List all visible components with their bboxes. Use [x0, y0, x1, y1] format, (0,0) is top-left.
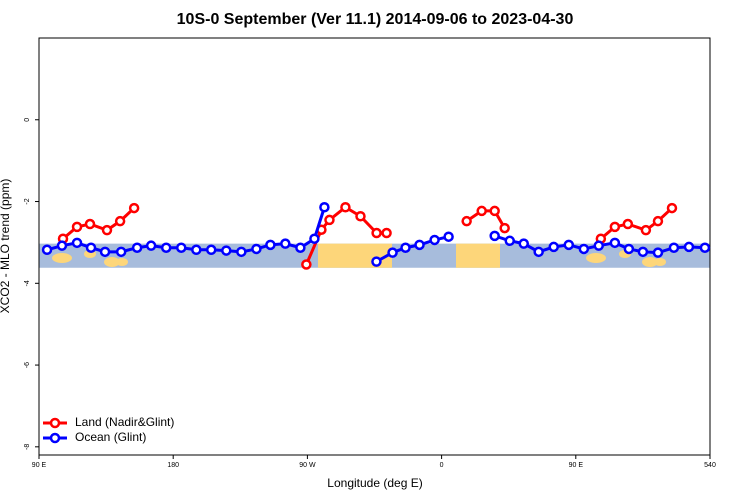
x-tick-label: 180	[167, 462, 179, 469]
x-tick-label: 90 W	[299, 462, 316, 469]
x-axis-label: Longitude (deg E)	[327, 476, 422, 490]
point	[319, 202, 330, 213]
point	[251, 243, 262, 255]
point	[371, 256, 382, 267]
x-tick-label: 90 E	[32, 462, 47, 469]
point	[309, 233, 320, 244]
map-land	[586, 253, 606, 263]
map-land	[654, 258, 666, 266]
point	[56, 240, 68, 251]
point	[489, 230, 500, 242]
map-land	[116, 258, 128, 266]
point	[666, 202, 678, 214]
x-tick-label: 90 E	[569, 462, 584, 469]
y-axis-label: XCO2 - MLO trend (ppm)	[0, 179, 12, 314]
y-tick-label: -4	[24, 280, 31, 286]
point	[609, 221, 621, 233]
map-land	[104, 257, 120, 267]
point	[609, 237, 621, 249]
x-tick-label: 0	[440, 462, 444, 469]
point	[265, 239, 276, 251]
legend-label: Land (Nadir&Glint)	[75, 415, 174, 429]
y-tick-label: -6	[24, 362, 31, 368]
point	[85, 242, 97, 253]
map-land	[456, 243, 500, 268]
point	[101, 224, 113, 236]
point	[324, 214, 335, 226]
point	[176, 242, 187, 253]
point	[131, 242, 143, 253]
point	[400, 242, 411, 253]
point	[280, 238, 291, 249]
point	[593, 240, 605, 251]
point	[355, 210, 366, 222]
point	[115, 246, 127, 258]
point	[221, 245, 232, 256]
point	[563, 239, 575, 251]
point	[623, 243, 635, 255]
point	[443, 231, 454, 242]
point	[461, 215, 472, 227]
point	[699, 242, 711, 253]
point	[533, 246, 544, 258]
point	[145, 240, 157, 251]
point	[387, 247, 398, 258]
point	[236, 246, 247, 258]
point	[191, 244, 202, 256]
legend-label: Ocean (Glint)	[75, 430, 146, 444]
point	[84, 218, 96, 230]
point	[476, 205, 487, 217]
x-tick-label: 540	[704, 462, 716, 469]
point	[371, 227, 382, 239]
legend-marker	[49, 417, 61, 429]
point	[205, 244, 217, 256]
point	[295, 242, 306, 253]
point	[429, 234, 440, 246]
point	[637, 246, 649, 258]
point	[381, 227, 392, 239]
point	[652, 215, 664, 227]
point	[128, 202, 140, 214]
chart-title: 10S-0 September (Ver 11.1) 2014-09-06 to…	[177, 11, 574, 28]
point	[41, 244, 53, 256]
map-land	[642, 257, 658, 267]
point	[499, 222, 510, 234]
point	[301, 259, 312, 270]
point	[668, 242, 680, 253]
y-tick-label: -8	[24, 444, 31, 450]
point	[340, 202, 351, 213]
y-tick-label: 0	[24, 118, 31, 122]
point	[518, 238, 530, 249]
point	[622, 218, 634, 230]
point	[71, 221, 83, 233]
y-tick-label: -2	[24, 198, 31, 204]
point	[114, 215, 126, 227]
point	[683, 241, 695, 253]
point	[71, 237, 83, 249]
point	[99, 246, 111, 258]
point	[652, 247, 664, 258]
legend-marker	[49, 432, 61, 444]
map-land	[52, 253, 72, 263]
point	[640, 224, 652, 236]
point	[504, 235, 515, 247]
point	[489, 205, 500, 217]
point	[548, 241, 559, 253]
point	[578, 243, 590, 255]
point	[160, 242, 172, 253]
point	[414, 239, 425, 251]
